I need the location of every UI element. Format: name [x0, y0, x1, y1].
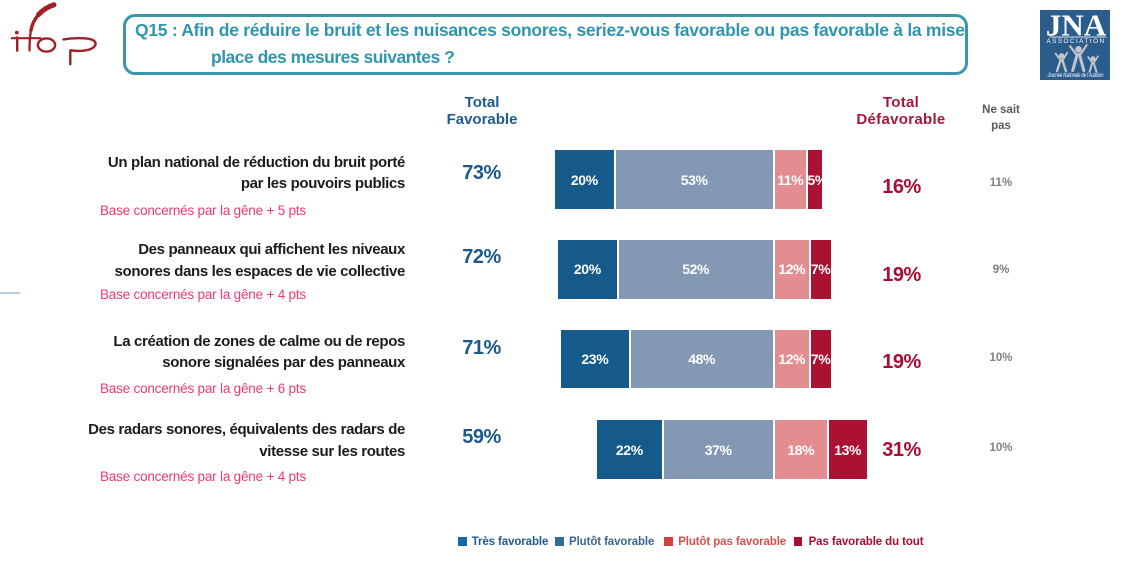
- svg-text:ASSOCIATION: ASSOCIATION: [1046, 38, 1105, 45]
- svg-text:Journée Nationale de l'Auditio: Journée Nationale de l'Audition: [1047, 72, 1104, 79]
